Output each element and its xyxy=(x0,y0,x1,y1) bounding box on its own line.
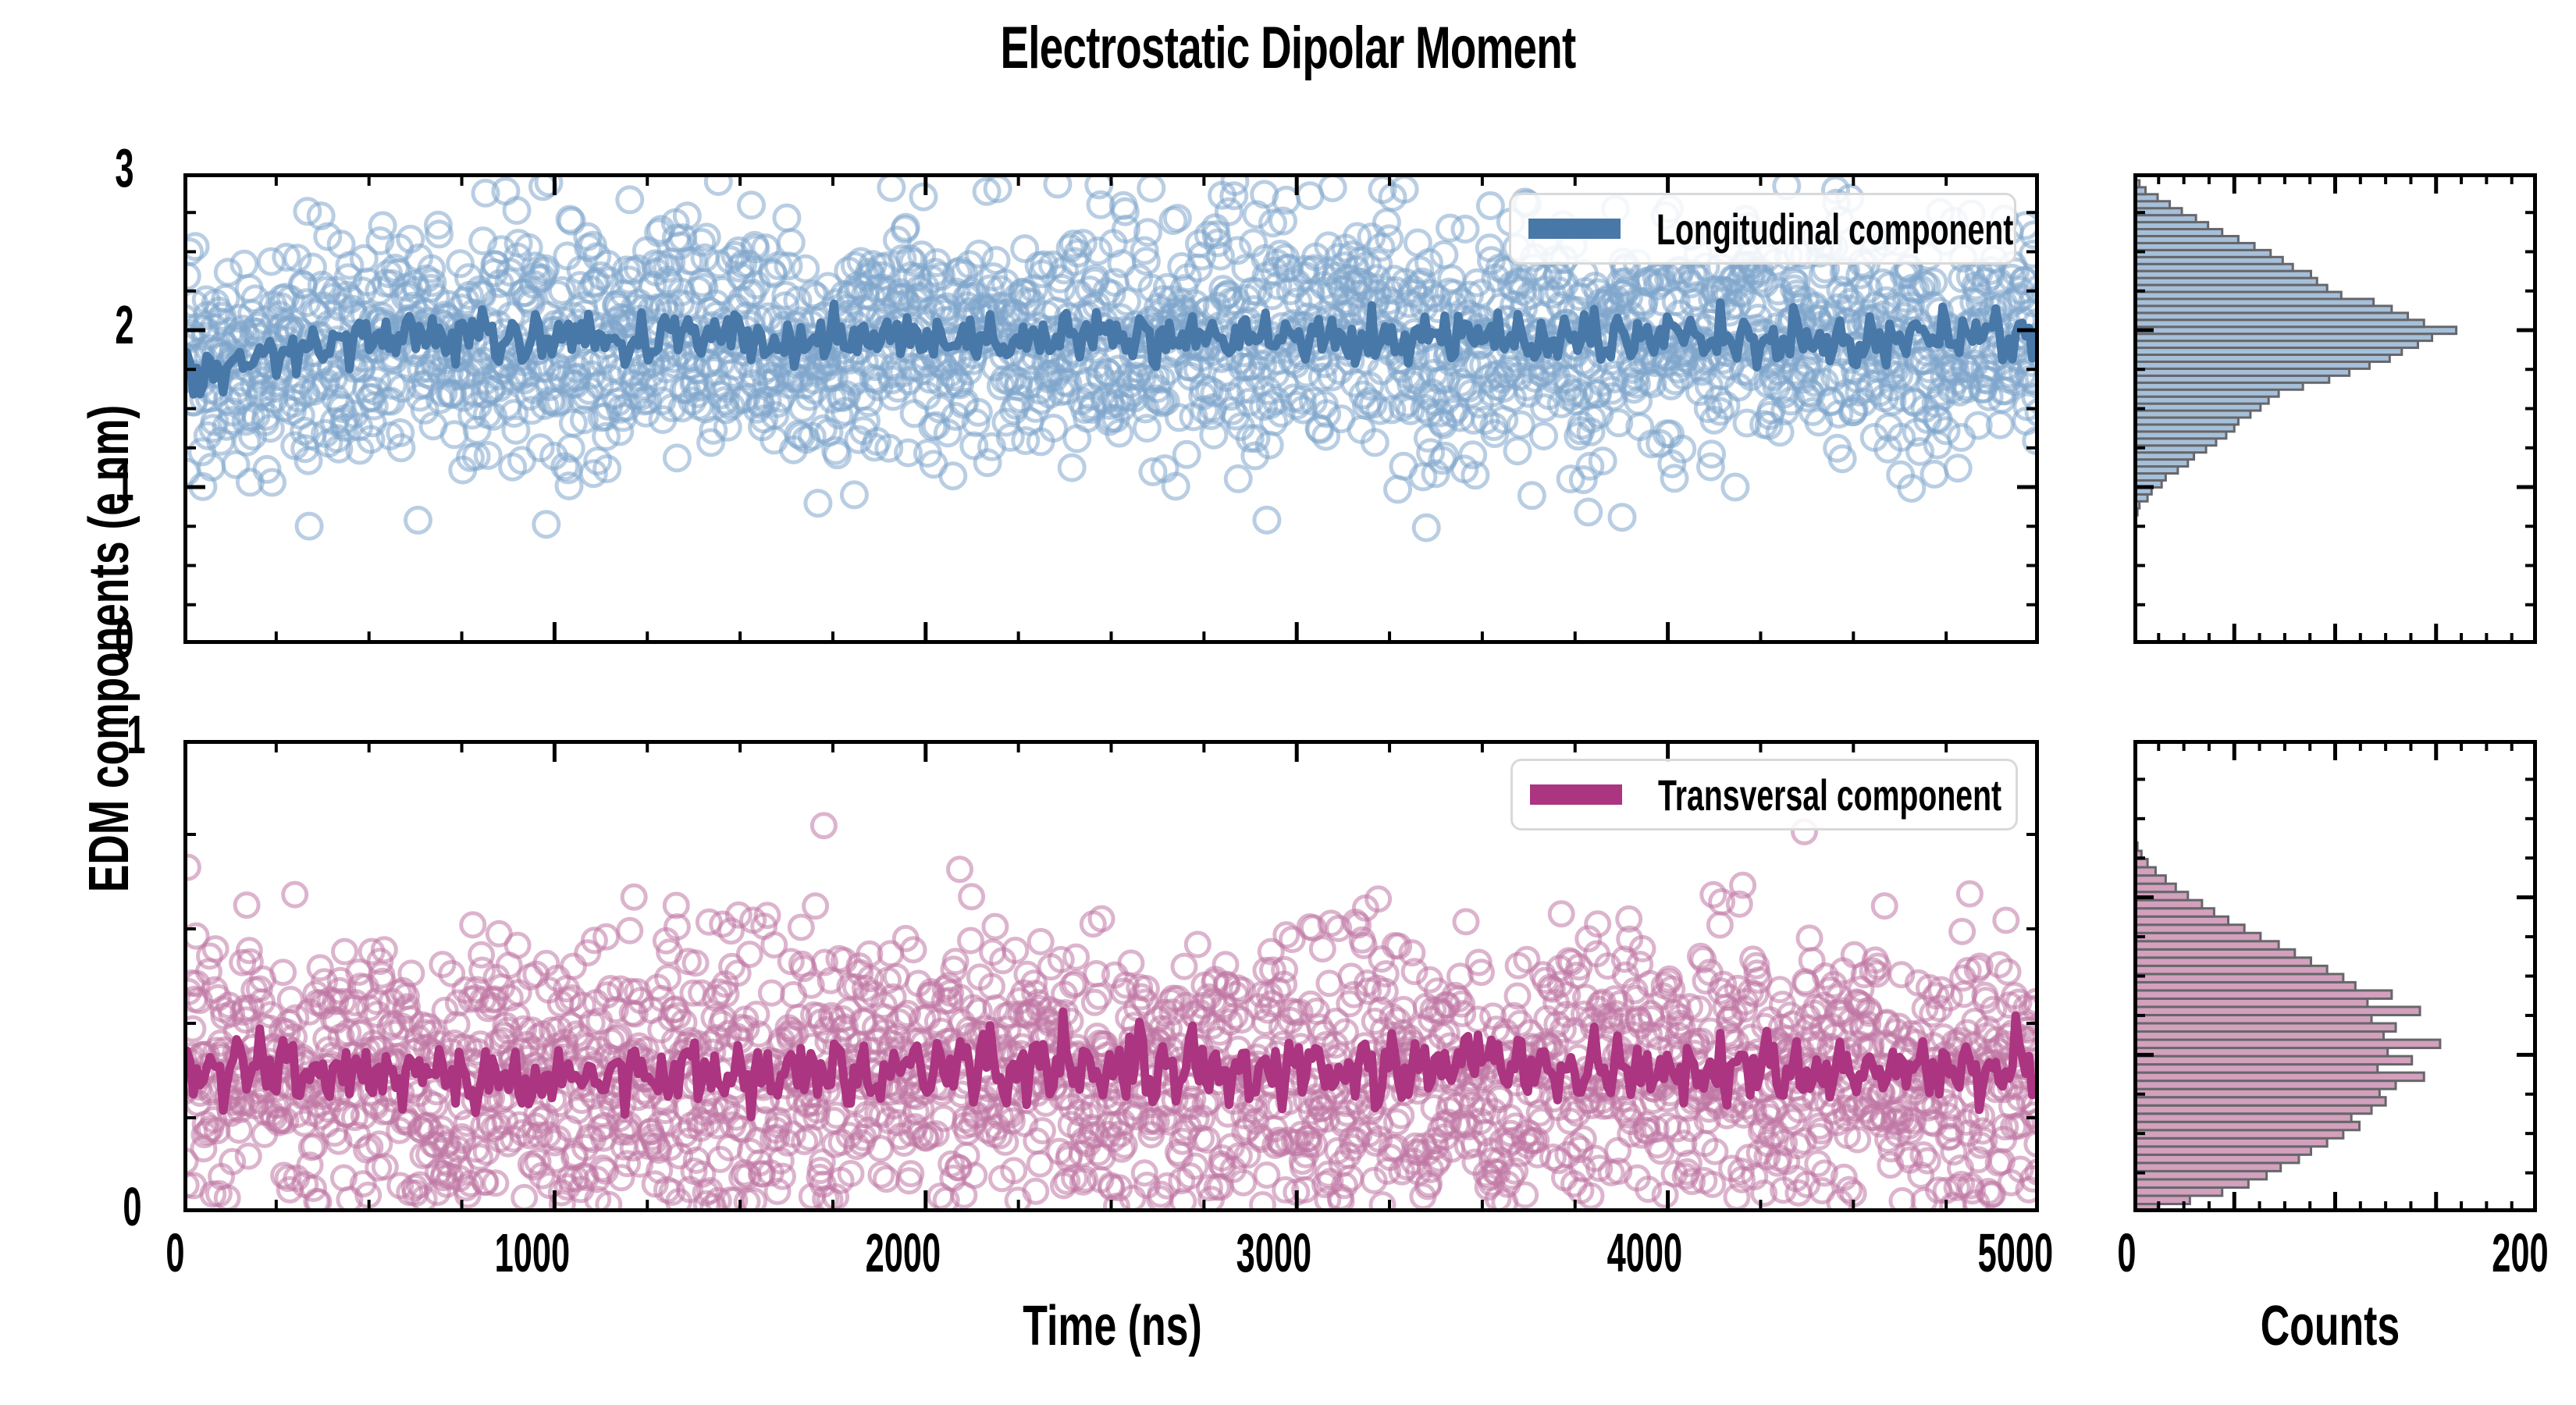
xtick-1000: 1000 xyxy=(494,1222,571,1283)
longitudinal-histogram-area xyxy=(2133,173,2537,644)
transversal-timeseries-panel xyxy=(183,740,2039,1212)
ytick-top-0: 0 xyxy=(115,608,134,669)
x-axis-label: Time (ns) xyxy=(1023,1295,1202,1357)
hist-x-axis-label: Counts xyxy=(2260,1295,2400,1357)
xtick-3000: 3000 xyxy=(1236,1222,1312,1283)
legend-label-transversal: Transversal component xyxy=(1658,770,2002,820)
xtick-2000: 2000 xyxy=(865,1222,941,1283)
ytick-bottom-1: 1 xyxy=(126,704,146,765)
xtick-4000: 4000 xyxy=(1606,1222,1683,1283)
legend-transversal[interactable]: Transversal component xyxy=(1510,759,2018,831)
longitudinal-plot-area xyxy=(183,173,2039,644)
transversal-histogram-area xyxy=(2133,740,2537,1212)
ytick-top-3: 3 xyxy=(115,137,134,198)
xtick-hist-200: 200 xyxy=(2492,1222,2549,1283)
legend-label-longitudinal: Longitudinal component xyxy=(1656,204,2014,254)
xtick-0: 0 xyxy=(165,1222,185,1283)
xtick-hist-0: 0 xyxy=(2117,1222,2137,1283)
transversal-histogram-panel xyxy=(2133,740,2537,1212)
transversal-plot-area xyxy=(183,740,2039,1212)
ytick-bottom-0: 0 xyxy=(123,1176,142,1237)
ytick-top-2: 2 xyxy=(115,294,134,355)
figure-title: Electrostatic Dipolar Moment xyxy=(1000,15,1577,81)
longitudinal-histogram-panel xyxy=(2133,173,2537,644)
legend-swatch-transversal xyxy=(1530,784,1622,805)
legend-longitudinal[interactable]: Longitudinal component xyxy=(1509,193,2016,265)
ytick-top-1: 1 xyxy=(115,451,134,512)
xtick-5000: 5000 xyxy=(1977,1222,2054,1283)
legend-swatch-longitudinal xyxy=(1528,219,1621,239)
longitudinal-timeseries-panel xyxy=(183,173,2039,644)
